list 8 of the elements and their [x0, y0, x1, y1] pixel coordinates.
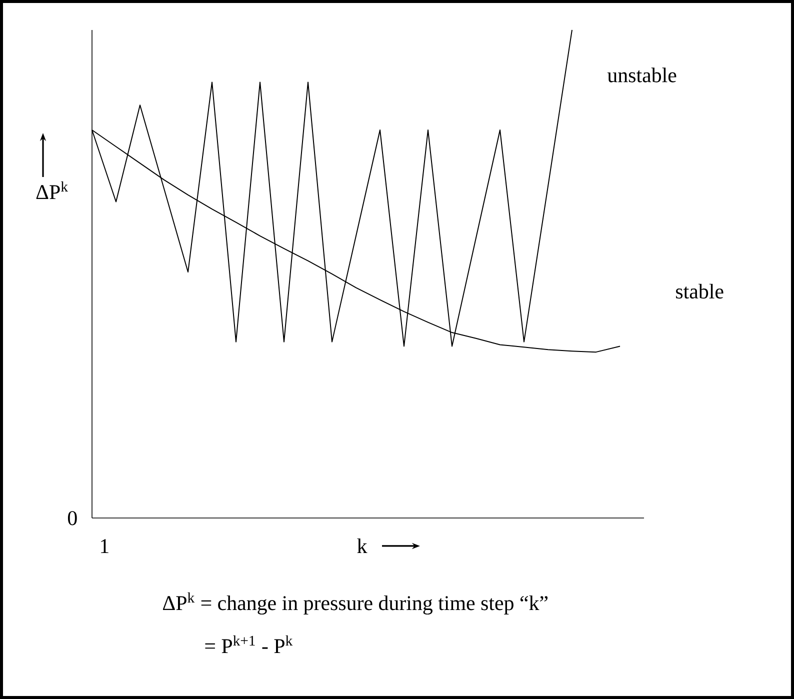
text: = P$^{k+1}$ - P$^{k}$	[205, 635, 293, 653]
text: ΔP$^{k}$ = change in pressure during time step “k”	[162, 592, 548, 614]
text: 1	[101, 539, 108, 553]
text: 0	[68, 511, 77, 526]
series-label: unstable	[607, 68, 676, 82]
y-axis-title: ΔP$^{k}$	[36, 181, 68, 199]
x-axis-title: k	[357, 538, 368, 553]
text: stable	[676, 284, 724, 299]
